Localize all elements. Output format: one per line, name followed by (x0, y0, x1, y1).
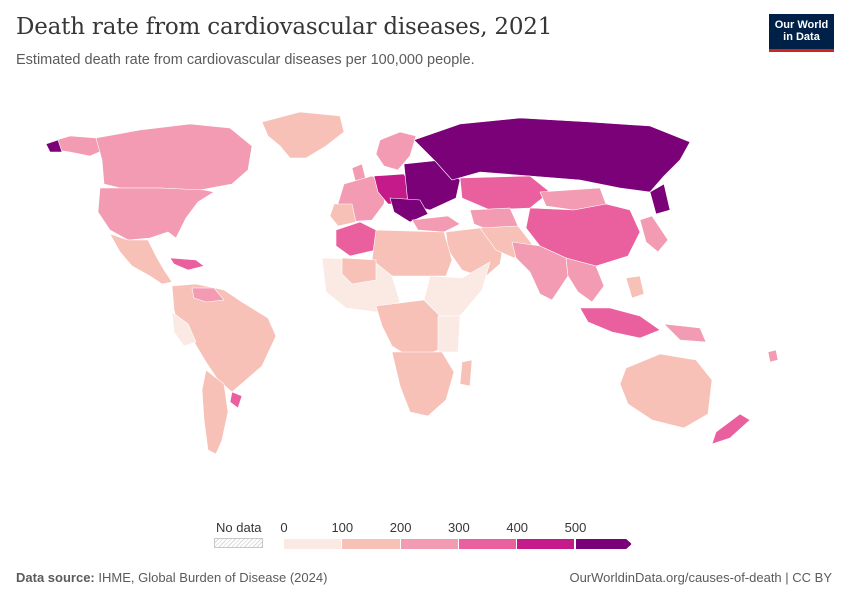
legend-bin-5[interactable] (575, 539, 632, 549)
region-balkans (389, 197, 429, 223)
region-greenland (261, 111, 345, 159)
region-mainland-se-asia (565, 257, 605, 303)
legend-tick-200: 200 (389, 520, 412, 535)
chart-subtitle: Estimated death rate from cardiovascular… (16, 52, 475, 68)
logo-line-2: in Data (783, 31, 820, 43)
region-scandinavia (375, 131, 417, 171)
region-canada (95, 123, 253, 191)
world-map[interactable] (0, 80, 850, 510)
region-southern-africa (391, 351, 455, 417)
chart-title: Death rate from cardiovascular diseases,… (16, 14, 553, 40)
legend: No data 0 100 200 300 400 500 (0, 512, 850, 552)
legend-no-data-label: No data (216, 520, 262, 535)
legend-tick-100: 100 (331, 520, 354, 535)
region-maritime-se-asia (579, 307, 661, 339)
region-madagascar (459, 359, 473, 387)
region-southern-cone (201, 369, 229, 455)
region-far-east (649, 183, 671, 215)
logo-line-1: Our World (774, 19, 829, 31)
region-philippines (625, 275, 645, 299)
region-new-zealand (711, 413, 751, 445)
legend-bin-0[interactable] (284, 539, 343, 549)
footer-url[interactable]: OurWorldinData.org/causes-of-death | CC … (569, 570, 832, 585)
region-central-africa (375, 299, 441, 361)
region-pakistan-india (511, 241, 569, 301)
region-iberia (329, 203, 357, 227)
owid-logo[interactable]: Our World in Data (769, 14, 834, 52)
legend-bin-2[interactable] (400, 539, 459, 549)
region-north-africa (371, 229, 453, 277)
legend-tick-300: 300 (448, 520, 470, 535)
footer-source-text: IHME, Global Burden of Disease (2024) (94, 570, 328, 585)
region-russia (413, 117, 691, 193)
region-uruguay (229, 391, 243, 409)
region-peru (171, 311, 197, 347)
region-mexico (109, 233, 173, 285)
region-venezuela (191, 287, 225, 303)
region-turkey (411, 215, 461, 233)
region-alaska-west (45, 139, 63, 153)
region-caribbean (169, 257, 205, 271)
legend-tick-0: 0 (280, 520, 288, 535)
legend-no-data-swatch (214, 538, 263, 548)
legend-tick-500: 500 (564, 520, 587, 535)
legend-bin-1[interactable] (342, 539, 401, 549)
region-usa (97, 187, 215, 241)
region-east-africa-south (437, 315, 461, 353)
region-pacific-islands (767, 349, 779, 363)
footer-source: Data source: IHME, Global Burden of Dise… (16, 570, 327, 585)
legend-bin-3[interactable] (458, 539, 518, 549)
region-west-africa-sahel (341, 257, 377, 285)
region-australia (619, 353, 713, 429)
region-kazakhstan (459, 175, 551, 211)
region-new-guinea (663, 323, 707, 343)
legend-bin-4[interactable] (517, 539, 576, 549)
region-korea-japan (639, 215, 669, 253)
legend-tick-400: 400 (506, 520, 529, 535)
region-china (525, 203, 641, 267)
footer-source-label: Data source: (16, 570, 95, 585)
